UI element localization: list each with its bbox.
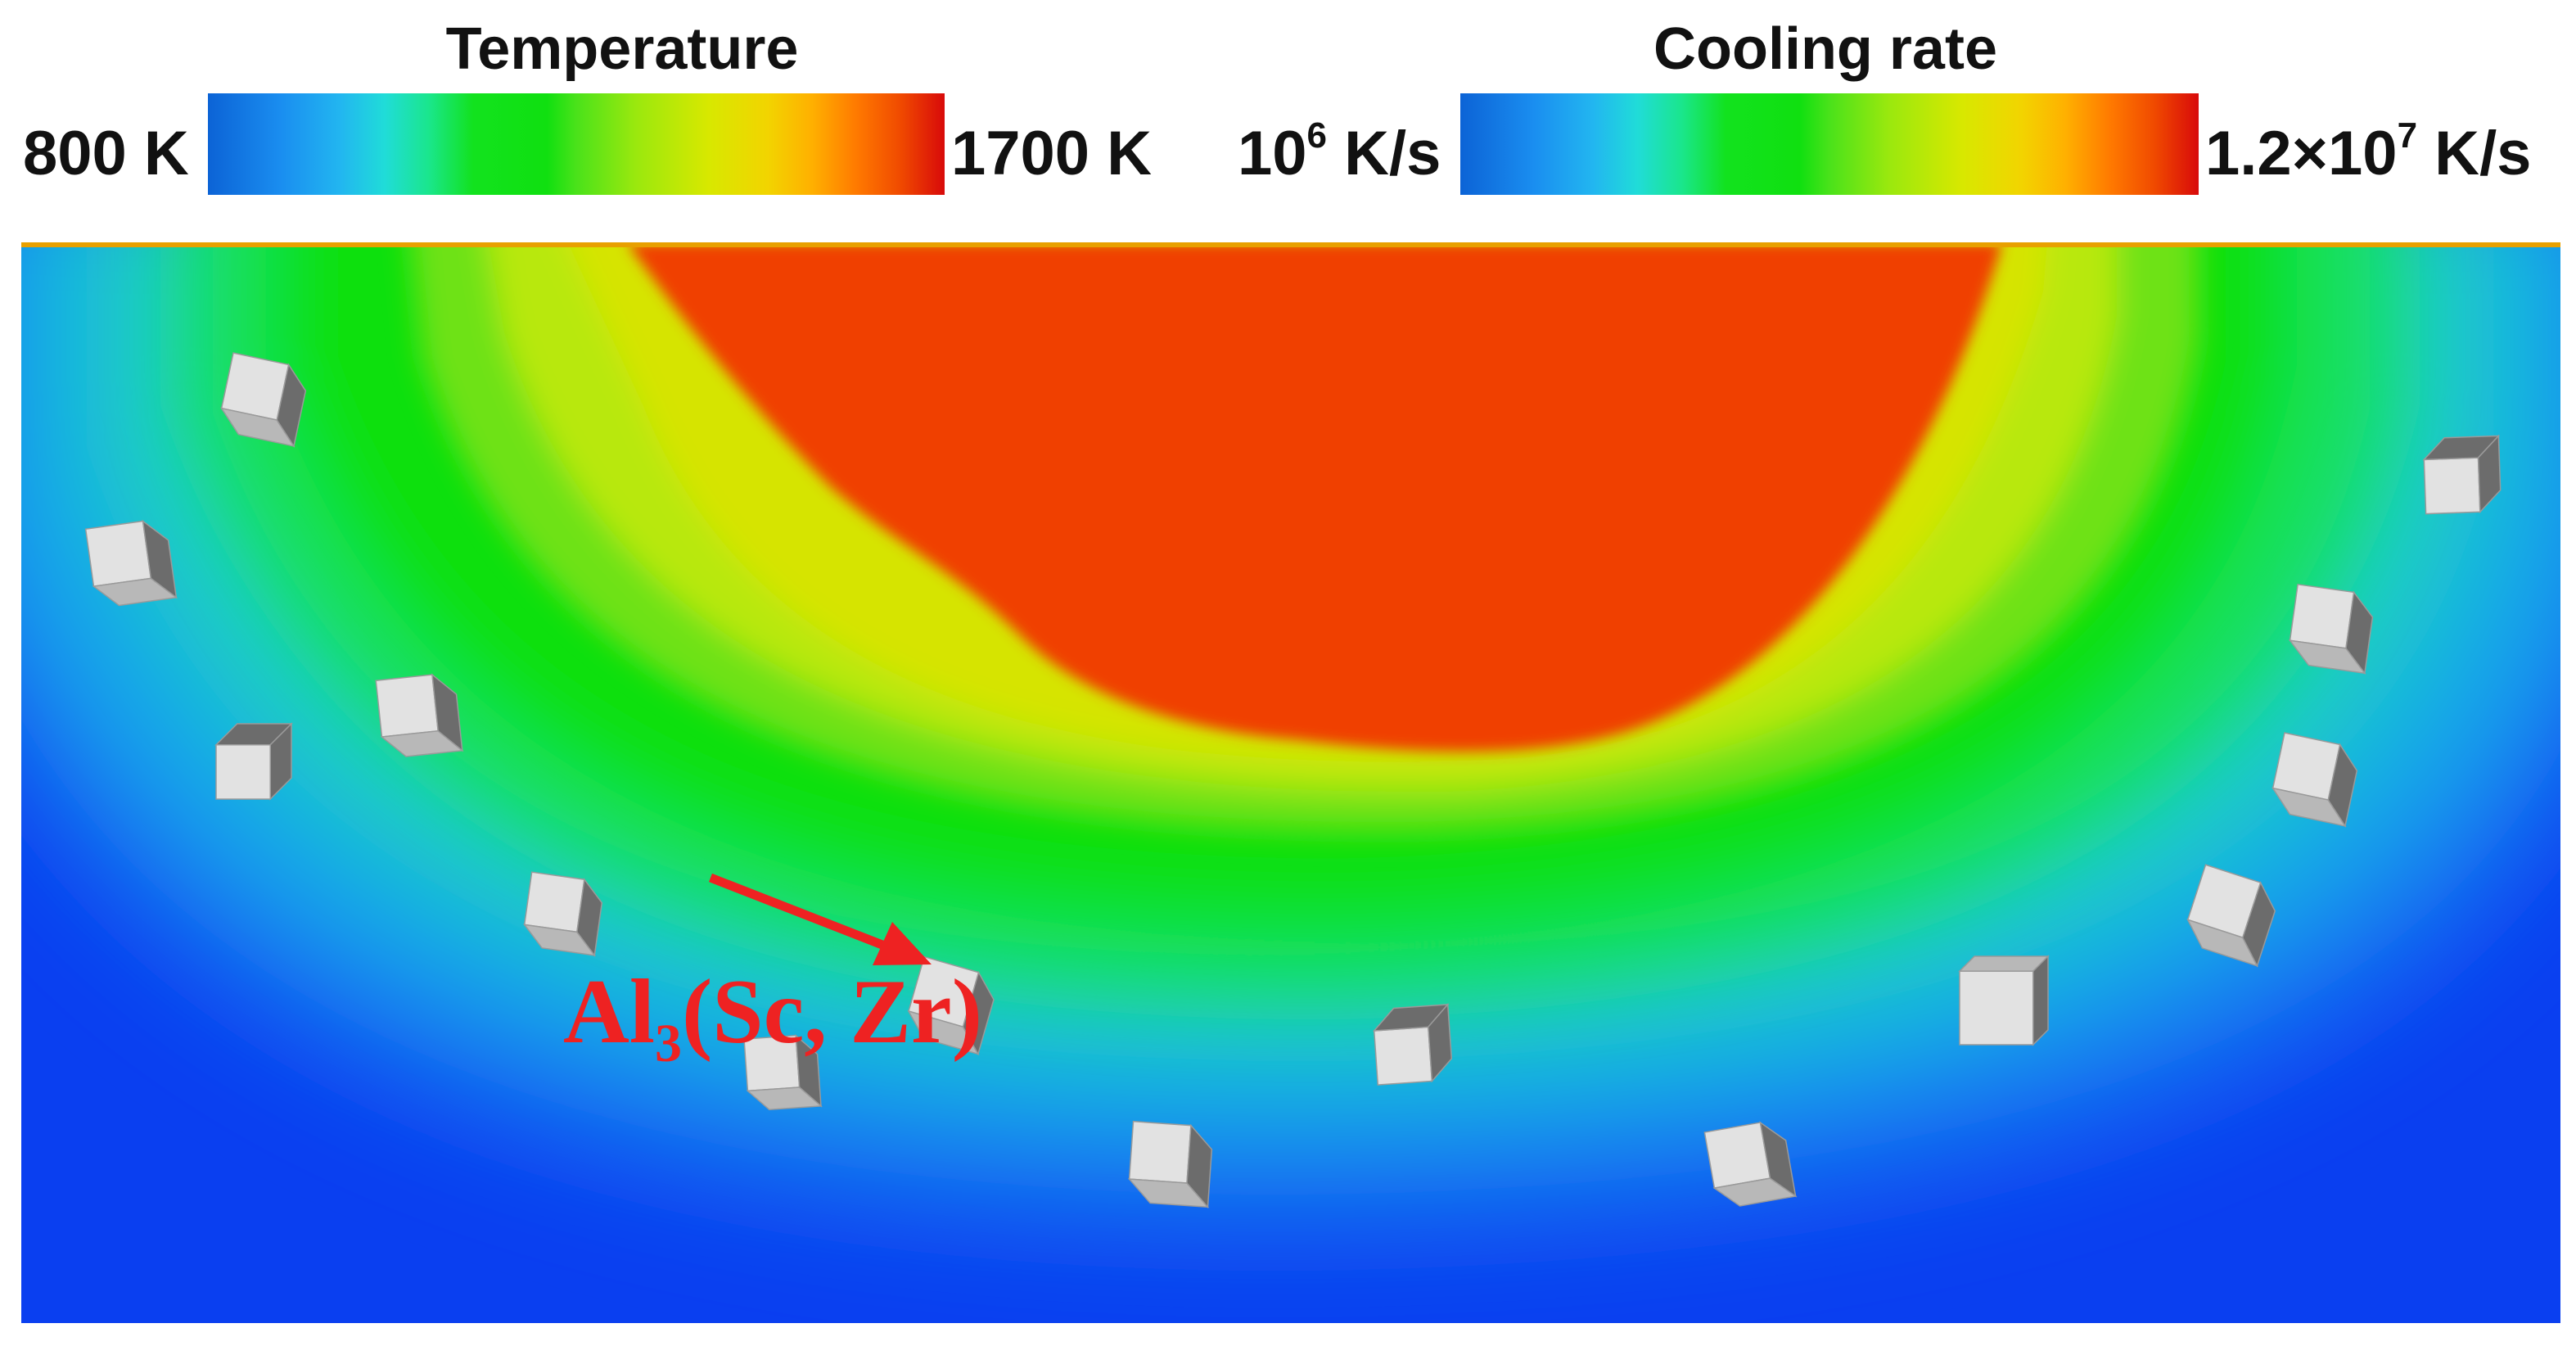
precipitate-cube	[907, 955, 995, 1056]
cube-face	[431, 673, 463, 752]
precipitate-cube	[2271, 732, 2358, 828]
cube-face	[269, 722, 292, 801]
cube-face	[523, 871, 585, 933]
temperature-colorbar	[208, 93, 945, 195]
annotation-arrow-head	[873, 922, 932, 965]
cube-face	[2345, 590, 2374, 675]
precipitate-group	[84, 352, 2502, 1209]
cube-face	[276, 363, 307, 448]
temperature-min-label: 800 K	[23, 119, 189, 188]
cube-face	[375, 674, 440, 738]
top-edge	[21, 242, 2560, 247]
melt-pool-contour-plot: Al3(Sc, Zr)	[21, 242, 2560, 1323]
cube-face	[1373, 1026, 1433, 1086]
precipitate-cube	[522, 871, 603, 957]
cube-face	[2242, 881, 2276, 968]
cube-face	[576, 878, 603, 957]
cube-face	[1703, 1122, 1771, 1190]
cube-face	[2423, 457, 2481, 515]
precipitate-cube	[1958, 955, 2050, 1046]
precipitate-cube	[375, 673, 464, 757]
cube-face	[1186, 1123, 1213, 1209]
cube-face	[2032, 955, 2049, 1046]
temperature-colorbar-title: Temperature	[445, 16, 799, 82]
precipitate-cube	[2288, 583, 2374, 675]
precipitate-cube	[743, 1034, 823, 1111]
cube-face	[84, 520, 152, 588]
cube-face	[215, 744, 271, 800]
cube-face	[2289, 583, 2355, 649]
precipitate-cube	[220, 352, 307, 448]
precipitate-cube	[1127, 1120, 1213, 1209]
precipitate-cube	[1703, 1121, 1798, 1207]
precipitate-annotation-label: Al3(Sc, Zr)	[563, 961, 983, 1074]
cooling-rate-colorbar	[1460, 93, 2199, 195]
temperature-max-label: 1700 K	[951, 119, 1153, 188]
precipitate-cube	[2186, 864, 2276, 968]
precipitate-cube	[214, 722, 293, 801]
melt-pool-core	[627, 242, 2002, 752]
temperature-field	[21, 242, 2560, 1323]
cube-face	[962, 970, 995, 1056]
cooling-rate-max-label: 1.2×107 K/s	[2205, 115, 2532, 189]
cube-face	[1128, 1120, 1192, 1184]
precipitate-cube	[1372, 1003, 1453, 1086]
precipitate-cube	[84, 519, 178, 607]
cooling-rate-colorbar-title: Cooling rate	[1653, 16, 1997, 82]
cube-face	[142, 519, 178, 599]
cube-face	[1759, 1121, 1797, 1198]
cube-face	[1428, 1003, 1453, 1083]
cube-face	[2477, 434, 2502, 514]
annotation-arrow-shaft	[708, 873, 893, 953]
cube-face	[2327, 743, 2358, 828]
cube-face	[795, 1034, 822, 1108]
cube-face	[1959, 970, 2034, 1046]
cooling-rate-min-label: 106 K/s	[1238, 115, 1441, 189]
precipitate-cube	[2422, 434, 2502, 515]
